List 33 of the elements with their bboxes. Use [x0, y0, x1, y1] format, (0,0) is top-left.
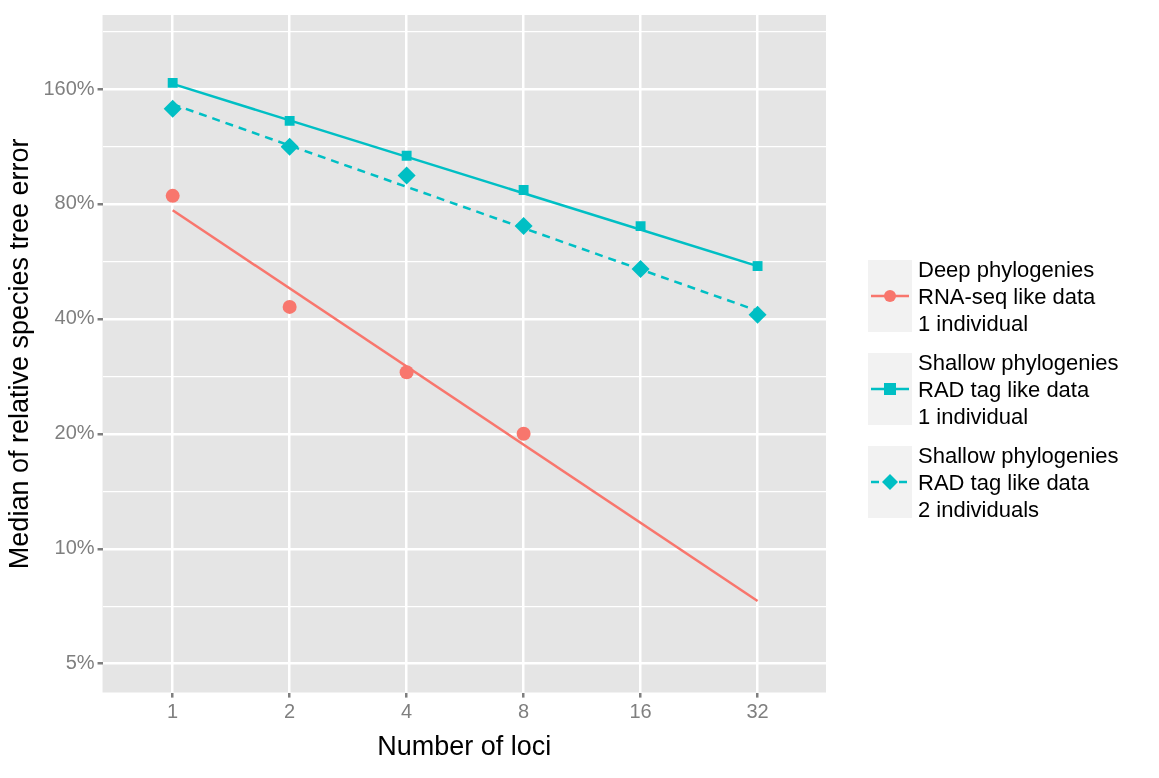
legend-label: Deep phylogenies RNA-seq like data 1 individual	[918, 255, 1096, 337]
y-axis-title: Median of relative species tree error	[3, 138, 34, 570]
point	[635, 221, 646, 232]
x-tick-label: 32	[746, 700, 769, 723]
point	[752, 261, 763, 272]
y-tick-label: 40%	[54, 306, 95, 329]
point	[631, 260, 650, 279]
point	[280, 137, 299, 156]
y-tick-label: 5%	[65, 651, 95, 674]
point	[165, 188, 180, 203]
y-tick-label: 10%	[54, 536, 95, 559]
x-tick-label: 2	[284, 700, 296, 723]
point	[514, 217, 533, 236]
point	[399, 365, 414, 380]
x-tick-label: 16	[629, 700, 652, 723]
point	[284, 115, 295, 126]
legend-label: Shallow phylogenies RAD tag like data 1 individual	[918, 348, 1119, 430]
point	[748, 305, 767, 324]
x-tick-label: 4	[401, 700, 413, 723]
x-axis-title: Number of loci	[377, 731, 552, 762]
point	[167, 77, 178, 88]
point	[518, 185, 529, 195]
legend-label: Shallow phylogenies RAD tag like data 2 individuals	[918, 441, 1119, 523]
point	[397, 166, 416, 185]
point	[163, 99, 182, 118]
point	[282, 299, 297, 314]
point	[516, 426, 531, 441]
y-tick-label: 20%	[54, 421, 95, 444]
y-tick-label: 160%	[43, 76, 95, 99]
y-tick-label: 80%	[54, 191, 95, 214]
point	[401, 150, 412, 161]
x-tick-label: 8	[518, 700, 530, 723]
x-tick-label: 1	[167, 700, 179, 723]
